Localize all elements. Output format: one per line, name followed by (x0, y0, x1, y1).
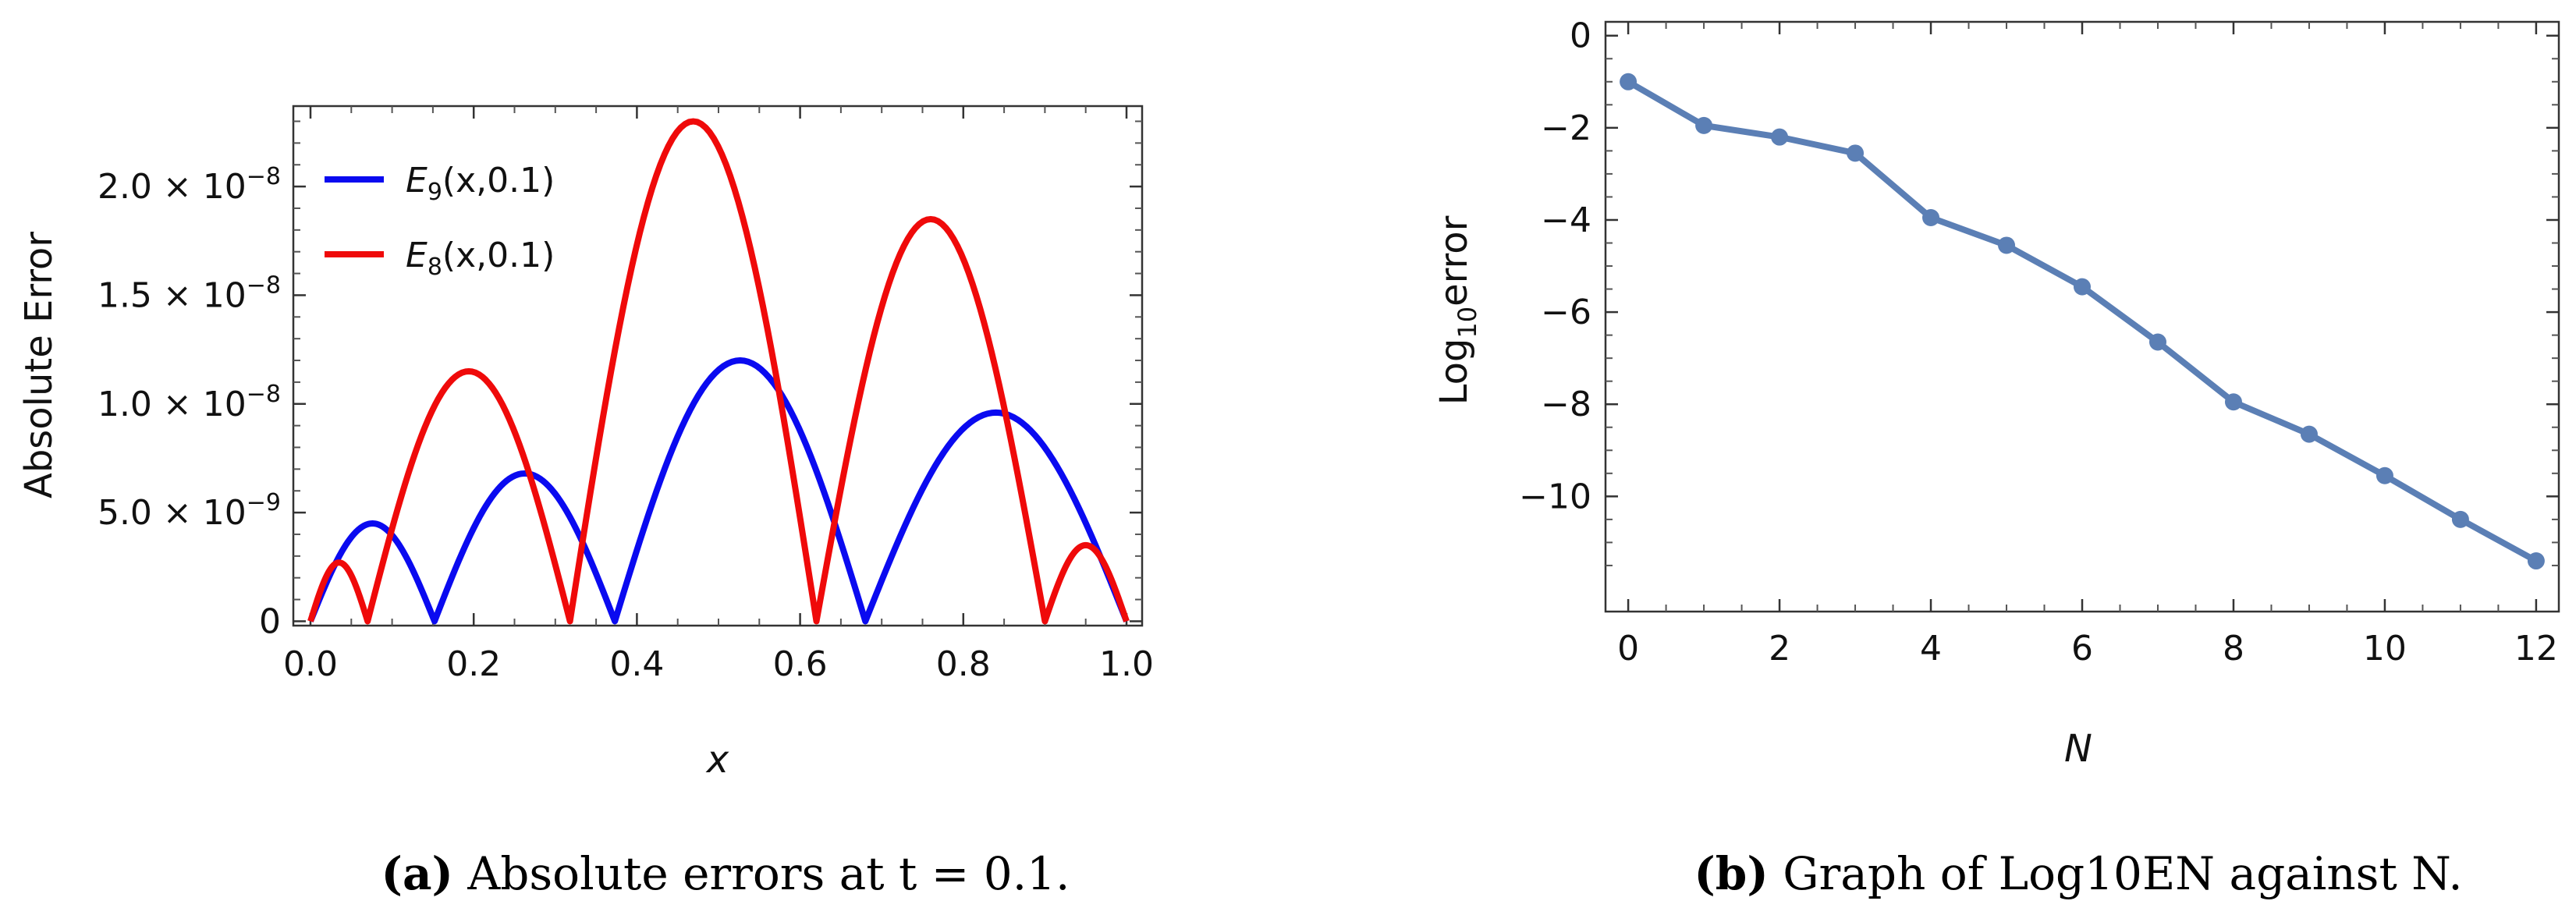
series-line-e9 (307, 357, 1130, 625)
x-tick-label: 0.0 (283, 644, 338, 684)
legend-label-e8: E8(x,0.1) (406, 236, 555, 281)
y-tick-label: 0 (259, 601, 281, 641)
series-line-log-error (1627, 79, 2538, 564)
panel-a-y-tick-labels: 0 5.0 × 10−9 1.0 × 10−8 1.5 × 10−8 2.0 × 10−… (98, 163, 281, 641)
y-tick-label: 0 (1570, 16, 1591, 56)
x-tick-label: 10 (2363, 629, 2407, 669)
x-tick-label: 0.8 (936, 644, 991, 684)
y-tick-label: 5.0 × 10−9 (98, 489, 281, 533)
data-point (2300, 425, 2318, 443)
panel-b-plot-frame (1604, 20, 2560, 613)
panel-b-minor-ticks (1606, 22, 2559, 612)
panel-b-major-ticks (1606, 22, 2559, 612)
panel-a-minor-ticks (293, 106, 1142, 626)
panel-b-chart: 0 2 4 6 8 10 12 0 −2 −4 −6 −8 −10 Log10error N (b) … (1432, 16, 2560, 900)
data-point (2074, 278, 2091, 296)
panel-a-y-axis-title: Absolute Error (17, 232, 61, 498)
x-tick-label: 4 (1920, 629, 1942, 669)
data-point (2376, 466, 2393, 484)
panel-a-x-tick-labels: 0.0 0.2 0.4 0.6 0.8 1.0 (283, 644, 1154, 684)
x-tick-label: 8 (2223, 629, 2244, 669)
panel-a-caption: (a) Absolute errors at t = 0.1. (381, 847, 1070, 900)
panel-b-y-tick-labels: 0 −2 −4 −6 −8 −10 (1519, 16, 1591, 517)
panel-b-x-axis-title: N (2064, 727, 2092, 771)
legend-label-e9: E9(x,0.1) (406, 161, 555, 206)
x-tick-label: 0 (1617, 629, 1639, 669)
y-tick-label: −4 (1541, 200, 1591, 240)
data-point (1695, 116, 1713, 134)
data-point (1922, 209, 1940, 227)
x-tick-label: 0.4 (609, 644, 664, 684)
y-tick-label: 1.0 × 10−8 (98, 381, 281, 424)
x-tick-label: 0.2 (446, 644, 501, 684)
y-tick-label: −8 (1541, 385, 1591, 424)
panel-a-legend: E9(x,0.1) E8(x,0.1) (325, 161, 555, 281)
data-point (2451, 510, 2469, 528)
panel-a-chart: 0.0 0.2 0.4 0.6 0.8 1.0 0 5.0 × 10−9 1.0 × 10−8… (17, 105, 1154, 900)
data-point (2148, 333, 2166, 351)
data-point (1771, 128, 1789, 146)
x-tick-label: 0.6 (773, 644, 828, 684)
x-tick-label: 1.0 (1099, 644, 1154, 684)
y-tick-label: −2 (1541, 108, 1591, 148)
data-point (1847, 144, 1865, 162)
data-point (1620, 73, 1637, 90)
y-tick-label: −6 (1541, 293, 1591, 332)
y-tick-label: −10 (1519, 477, 1591, 516)
panel-b-caption: (b) Graph of Log10EN against N. (1694, 847, 2462, 900)
panel-b-y-axis-title: Log10error (1432, 215, 1482, 405)
data-point (2224, 393, 2242, 411)
x-tick-label: 12 (2514, 629, 2558, 669)
y-tick-label: 1.5 × 10−8 (98, 271, 281, 315)
x-tick-label: 6 (2071, 629, 2093, 669)
panel-b-series (1620, 73, 2545, 570)
y-tick-label: 2.0 × 10−8 (98, 163, 281, 207)
data-point (1998, 236, 2016, 254)
series-line-e8 (307, 118, 1130, 625)
panel-a-series-lines (307, 118, 1130, 625)
panel-a-x-axis-title: x (705, 738, 729, 782)
data-point (2527, 552, 2545, 570)
x-tick-label: 2 (1769, 629, 1790, 669)
panel-b-x-tick-labels: 0 2 4 6 8 10 12 (1617, 629, 2558, 669)
